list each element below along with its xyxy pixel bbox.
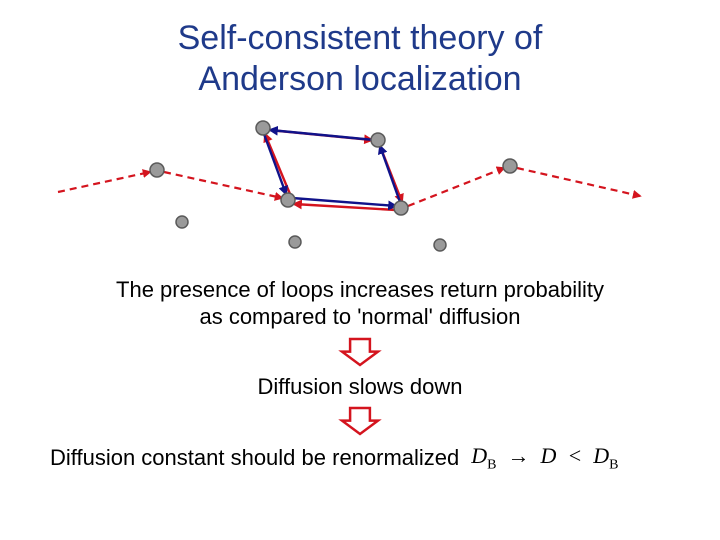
loops-line-1: The presence of loops increases return p… [116,277,604,302]
title-line-1: Self-consistent theory of [178,19,543,57]
title-line-2: Anderson localization [198,60,521,98]
renorm-text: Diffusion constant should be renormalize… [50,444,459,472]
renorm-line: Diffusion constant should be renormalize… [0,442,720,474]
loops-line-2: as compared to 'normal' diffusion [199,304,520,329]
diagram-svg [0,100,720,270]
slows-text: Diffusion slows down [0,373,720,401]
loops-text: The presence of loops increases return p… [0,276,720,331]
slide-title: Self-consistent theory of Anderson local… [0,0,720,100]
scattering-diagram [0,100,720,270]
down-arrow-2-wrap [0,406,720,436]
down-arrow-icon [338,337,382,367]
renorm-formula: DB → D < DB [471,442,618,474]
down-arrow-1-wrap [0,337,720,367]
down-arrow-icon [338,406,382,436]
